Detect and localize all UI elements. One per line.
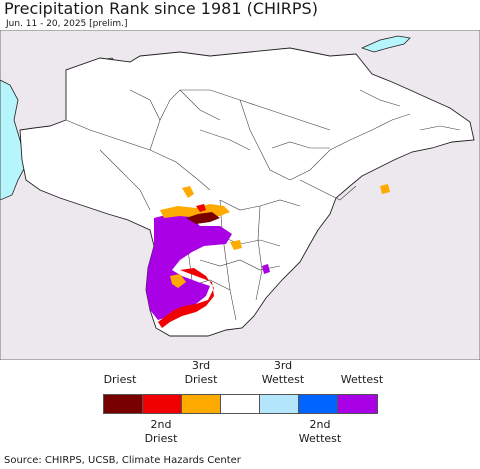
wettest-east-patch — [200, 228, 230, 242]
legend-color-bar — [103, 394, 378, 414]
legend-label-3rd-driest: 3rd Driest — [184, 359, 218, 386]
legend-swatch-3rd-driest — [182, 395, 221, 413]
third-driest-south — [170, 274, 186, 288]
map-title: Precipitation Rank since 1981 (CHIRPS) — [4, 0, 318, 18]
source-credit: Source: CHIRPS, UCSB, Climate Hazards Ce… — [4, 455, 241, 466]
map-subtitle: Jun. 11 - 20, 2025 [prelim.] — [6, 19, 128, 29]
legend-label-2nd-wettest: 2nd Wettest — [298, 418, 342, 445]
legend-swatch-normal — [221, 395, 260, 413]
wettest-small-east — [262, 264, 270, 274]
legend-label-wettest: Wettest — [340, 373, 384, 386]
lake-balkhash — [360, 35, 411, 53]
legend-swatch-2nd-wettest — [299, 395, 338, 413]
legend-swatch-3rd-wettest — [260, 395, 299, 413]
legend-label-2nd-driest: 2nd Driest — [144, 418, 178, 445]
second-driest-patch — [196, 204, 206, 212]
driest-band — [186, 212, 220, 224]
third-driest-north — [182, 186, 194, 198]
legend-swatch-driest — [104, 395, 143, 413]
second-driest-south — [158, 268, 214, 328]
rank-overlays — [146, 184, 390, 328]
third-driest-far-east — [380, 184, 390, 194]
legend-label-driest: Driest — [103, 373, 137, 386]
precipitation-rank-map — [0, 30, 480, 360]
legend-swatch-2nd-driest — [143, 395, 182, 413]
third-driest-east — [230, 240, 242, 250]
legend-label-3rd-wettest: 3rd Wettest — [261, 359, 305, 386]
legend-swatch-wettest — [338, 395, 377, 413]
